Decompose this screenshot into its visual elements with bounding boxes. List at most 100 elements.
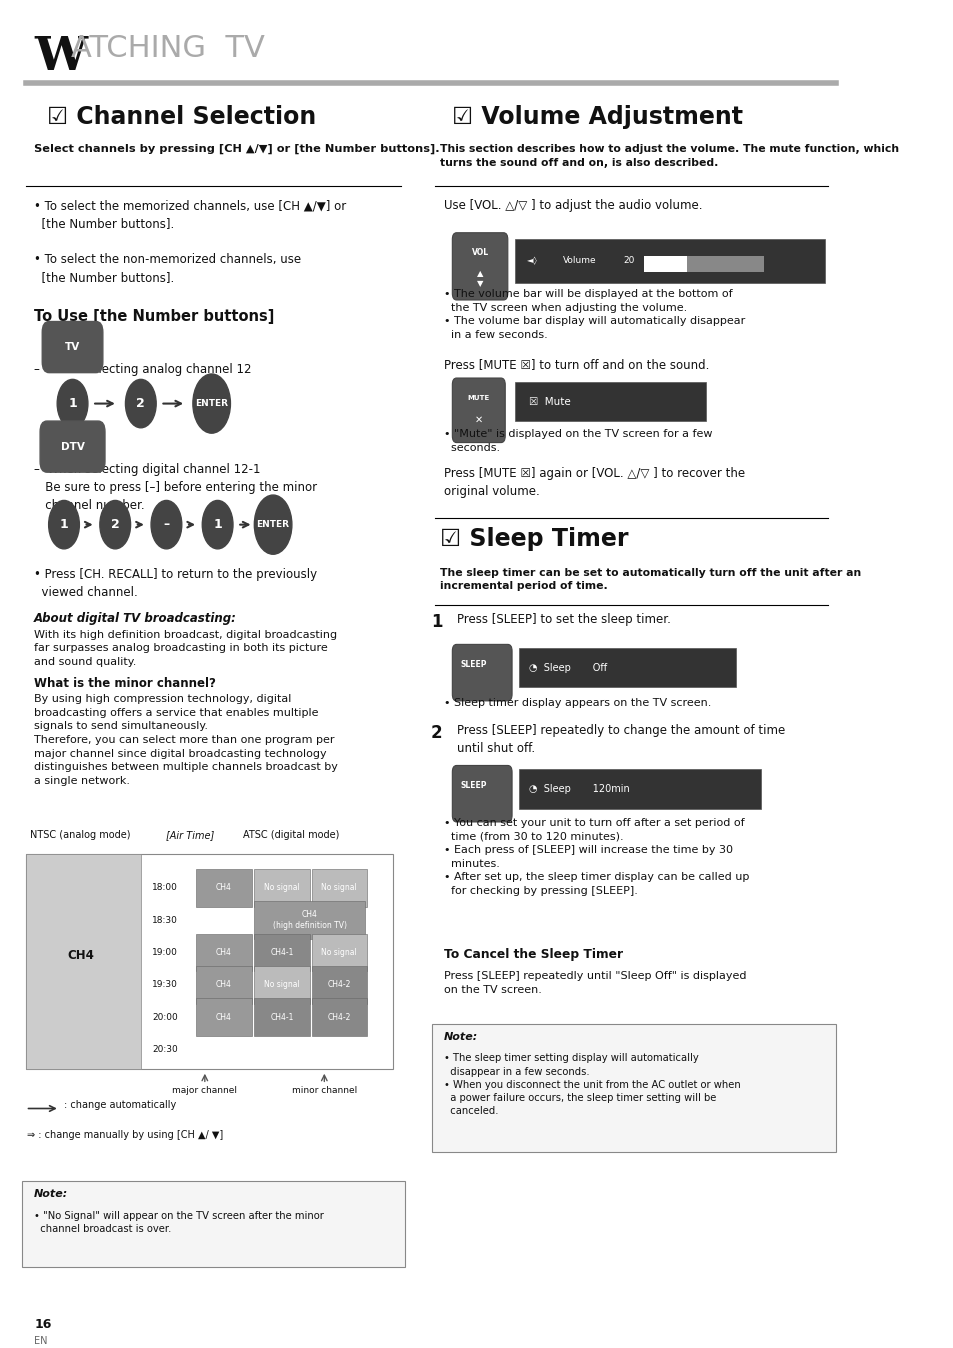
Text: Press [MUTE ☒] to turn off and on the sound.: Press [MUTE ☒] to turn off and on the so… [443, 357, 708, 371]
Text: By using high compression technology, digital
broadcasting offers a service that: By using high compression technology, di… [34, 694, 337, 786]
FancyBboxPatch shape [312, 869, 367, 907]
Text: Press [SLEEP] repeatedly to change the amount of time
until shut off.: Press [SLEEP] repeatedly to change the a… [456, 724, 784, 755]
Text: 1: 1 [60, 518, 69, 531]
FancyBboxPatch shape [518, 770, 760, 809]
FancyBboxPatch shape [196, 967, 252, 1003]
FancyBboxPatch shape [312, 934, 367, 972]
Text: MUTE: MUTE [467, 395, 490, 402]
Text: With its high definition broadcast, digital broadcasting
far surpasses analog br: With its high definition broadcast, digi… [34, 630, 337, 667]
Text: No signal: No signal [264, 883, 299, 892]
Text: NTSC (analog mode): NTSC (analog mode) [30, 830, 131, 840]
Text: 2: 2 [431, 724, 442, 741]
Text: –: – [163, 518, 170, 531]
Text: CH4: CH4 [68, 949, 94, 961]
Text: The sleep timer can be set to automatically turn off the unit after an
increment: The sleep timer can be set to automatica… [439, 568, 860, 592]
FancyBboxPatch shape [196, 998, 252, 1035]
FancyBboxPatch shape [254, 967, 310, 1003]
Text: 16: 16 [34, 1318, 51, 1332]
Text: ENTER: ENTER [256, 520, 290, 530]
Text: 2: 2 [111, 518, 119, 531]
Circle shape [57, 379, 88, 427]
Text: ☑ Sleep Timer: ☑ Sleep Timer [439, 527, 627, 551]
Text: 1: 1 [213, 518, 222, 531]
Text: ☑ Volume Adjustment: ☑ Volume Adjustment [452, 105, 742, 129]
Circle shape [100, 500, 131, 549]
FancyBboxPatch shape [22, 1181, 404, 1267]
FancyBboxPatch shape [312, 998, 367, 1035]
Text: Press [SLEEP] repeatedly until "Sleep Off" is displayed
on the TV screen.: Press [SLEEP] repeatedly until "Sleep Of… [443, 972, 745, 995]
Text: 19:00: 19:00 [152, 948, 177, 957]
Text: • To select the non-memorized channels, use
  [the Number buttons].: • To select the non-memorized channels, … [34, 253, 301, 284]
Text: ☑ Channel Selection: ☑ Channel Selection [47, 105, 315, 129]
Text: • "No Signal" will appear on the TV screen after the minor
  channel broadcast i: • "No Signal" will appear on the TV scre… [34, 1211, 324, 1233]
Text: 20: 20 [622, 256, 634, 266]
Text: CH4
(high definition TV): CH4 (high definition TV) [273, 910, 347, 930]
Text: ◄◊: ◄◊ [526, 256, 537, 266]
FancyBboxPatch shape [254, 934, 310, 972]
FancyBboxPatch shape [196, 869, 252, 907]
FancyBboxPatch shape [452, 644, 512, 701]
Text: • The volume bar will be displayed at the bottom of
  the TV screen when adjusti: • The volume bar will be displayed at th… [443, 290, 744, 340]
Text: SLEEP: SLEEP [460, 661, 487, 669]
Text: • Press [CH. RECALL] to return to the previously
  viewed channel.: • Press [CH. RECALL] to return to the pr… [34, 568, 317, 599]
Text: ◔  Sleep       120min: ◔ Sleep 120min [529, 785, 629, 794]
Text: About digital TV broadcasting:: About digital TV broadcasting: [34, 612, 236, 625]
Circle shape [151, 500, 182, 549]
Circle shape [49, 500, 79, 549]
Text: No signal: No signal [264, 980, 299, 989]
Text: DTV: DTV [61, 442, 85, 452]
Text: No signal: No signal [321, 883, 356, 892]
Text: 2: 2 [136, 398, 145, 410]
Text: 18:30: 18:30 [152, 915, 177, 925]
Text: • You can set your unit to turn off after a set period of
  time (from 30 to 120: • You can set your unit to turn off afte… [443, 818, 748, 896]
Text: ◔  Sleep       Off: ◔ Sleep Off [529, 663, 607, 673]
Text: No signal: No signal [321, 948, 356, 957]
FancyBboxPatch shape [26, 855, 141, 1069]
Text: ATCHING  TV: ATCHING TV [71, 34, 264, 62]
FancyBboxPatch shape [514, 240, 824, 283]
Text: 1: 1 [431, 613, 442, 631]
FancyBboxPatch shape [514, 381, 705, 421]
FancyBboxPatch shape [518, 648, 735, 687]
Text: Press [SLEEP] to set the sleep timer.: Press [SLEEP] to set the sleep timer. [456, 613, 670, 627]
Text: 1: 1 [68, 398, 77, 410]
Text: minor channel: minor channel [292, 1085, 356, 1095]
Text: W: W [34, 34, 87, 80]
FancyBboxPatch shape [452, 233, 507, 301]
Text: : change automatically: : change automatically [64, 1100, 176, 1111]
Circle shape [202, 500, 233, 549]
Text: • Sleep timer display appears on the TV screen.: • Sleep timer display appears on the TV … [443, 698, 710, 708]
FancyBboxPatch shape [42, 322, 103, 372]
Text: –  When selecting digital channel 12-1
   Be sure to press [–] before entering t: – When selecting digital channel 12-1 Be… [34, 462, 317, 512]
FancyBboxPatch shape [643, 256, 686, 272]
FancyBboxPatch shape [312, 967, 367, 1003]
Text: 18:00: 18:00 [152, 883, 177, 892]
FancyBboxPatch shape [26, 855, 393, 1069]
Text: [Air Time]: [Air Time] [166, 830, 214, 840]
Circle shape [126, 379, 156, 427]
FancyBboxPatch shape [643, 256, 763, 272]
Text: CH4-1: CH4-1 [270, 1012, 294, 1022]
Text: 20:00: 20:00 [152, 1012, 177, 1022]
FancyBboxPatch shape [254, 869, 310, 907]
Text: –  When selecting analog channel 12: – When selecting analog channel 12 [34, 363, 252, 376]
FancyBboxPatch shape [254, 902, 365, 940]
Text: SLEEP: SLEEP [460, 780, 487, 790]
Text: Select channels by pressing [CH ▲/▼] or [the Number buttons].: Select channels by pressing [CH ▲/▼] or … [34, 144, 439, 154]
Text: ▼: ▼ [476, 279, 483, 288]
Circle shape [254, 495, 292, 554]
Circle shape [193, 373, 231, 433]
Text: VOL: VOL [471, 248, 488, 257]
Text: ✕: ✕ [475, 415, 482, 425]
Text: CH4: CH4 [216, 883, 232, 892]
Text: ▲: ▲ [476, 268, 483, 278]
Text: • To select the memorized channels, use [CH ▲/▼] or
  [the Number buttons].: • To select the memorized channels, use … [34, 200, 346, 231]
Text: CH4-2: CH4-2 [327, 980, 351, 989]
Text: TV: TV [65, 342, 80, 352]
FancyBboxPatch shape [452, 377, 505, 442]
Text: ENTER: ENTER [195, 399, 228, 408]
Text: To Use [the Number buttons]: To Use [the Number buttons] [34, 310, 274, 325]
Text: Note:: Note: [34, 1189, 69, 1200]
Text: EN: EN [34, 1336, 48, 1345]
Text: ATSC (digital mode): ATSC (digital mode) [243, 830, 339, 840]
